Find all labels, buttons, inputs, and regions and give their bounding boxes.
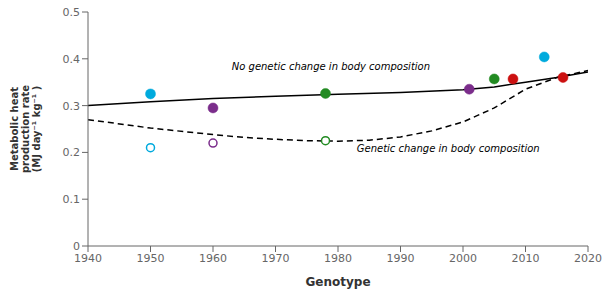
svg-text:No genetic change in body comp: No genetic change in body composition (232, 61, 430, 72)
svg-text:Metabolic heatproduction rate(: Metabolic heatproduction rate(MJ day⁻¹ k… (9, 85, 42, 173)
svg-text:0.3: 0.3 (63, 100, 81, 113)
svg-text:2000: 2000 (449, 252, 477, 265)
svg-text:1990: 1990 (387, 252, 415, 265)
svg-text:Genetic change in body composi: Genetic change in body composition (357, 143, 540, 154)
svg-text:1950: 1950 (137, 252, 165, 265)
svg-text:1960: 1960 (199, 252, 227, 265)
svg-text:0.2: 0.2 (63, 146, 81, 159)
svg-text:Genotype: Genotype (305, 275, 370, 289)
svg-text:0.5: 0.5 (63, 6, 81, 19)
svg-text:1970: 1970 (262, 252, 290, 265)
svg-text:1980: 1980 (324, 252, 352, 265)
svg-text:0: 0 (73, 240, 80, 253)
svg-text:0.1: 0.1 (63, 193, 81, 206)
svg-text:1940: 1940 (74, 252, 102, 265)
svg-text:2010: 2010 (512, 252, 540, 265)
svg-text:2020: 2020 (574, 252, 602, 265)
svg-text:0.4: 0.4 (63, 53, 81, 66)
